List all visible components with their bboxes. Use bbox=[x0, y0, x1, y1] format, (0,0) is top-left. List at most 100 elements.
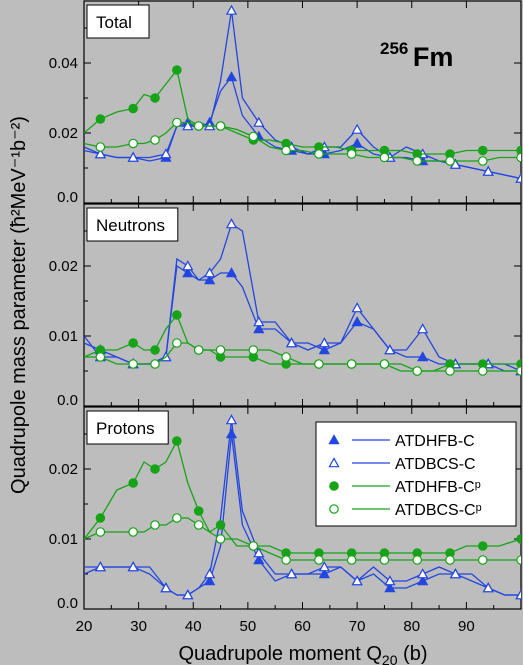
data-point-atdbcs-cp bbox=[379, 359, 390, 369]
series-line-atdbcs-c bbox=[84, 419, 521, 596]
data-point-atdbcs-c bbox=[127, 561, 139, 572]
data-point-atdbcs-cp bbox=[128, 359, 138, 369]
panel-label-box bbox=[86, 410, 169, 445]
data-point-atdhfb-c bbox=[417, 575, 429, 586]
data-point-atdhfb-c bbox=[253, 554, 265, 565]
data-point-atdbcs-c bbox=[318, 337, 330, 348]
data-point-atdhfb-cp bbox=[172, 65, 182, 75]
data-point-atdbcs-c bbox=[94, 561, 107, 572]
panel-label-text: Neutrons bbox=[96, 216, 165, 235]
data-point-atdbcs-cp bbox=[128, 138, 138, 149]
data-point-atdbcs-c bbox=[285, 337, 298, 348]
data-point-atdbcs-cp bbox=[477, 156, 488, 166]
data-point-atdbcs-cp bbox=[215, 345, 226, 355]
y-tick-label: 0.0 bbox=[57, 392, 78, 409]
series-atdbcs-c bbox=[84, 414, 521, 600]
data-point-atdbcs-cp bbox=[150, 359, 160, 369]
data-point-atdbcs-cp bbox=[346, 149, 357, 159]
data-point-atdhfb-cp bbox=[215, 520, 226, 530]
panel-label-text: Total bbox=[96, 13, 132, 32]
data-point-atdhfb-cp bbox=[172, 310, 182, 320]
data-point-atdbcs-cp bbox=[516, 152, 521, 163]
data-point-atdbcs-cp bbox=[193, 345, 204, 355]
legend-marker-atdhfb-cp bbox=[329, 481, 339, 491]
x-axis-title: Quadrupole moment Q20 (b) bbox=[178, 643, 427, 665]
data-point-atdhfb-cp bbox=[172, 436, 182, 446]
legend-marker-atdbcs-c bbox=[328, 457, 340, 468]
panel-label-text: Protons bbox=[96, 419, 155, 438]
data-point-atdbcs-cp bbox=[248, 131, 259, 142]
data-point-atdbcs-cp bbox=[445, 366, 455, 376]
data-point-atdbcs-cp bbox=[412, 366, 423, 376]
data-point-atdbcs-cp bbox=[477, 555, 488, 565]
data-point-atdbcs-cp bbox=[346, 359, 357, 369]
data-point-atdbcs-cp bbox=[172, 338, 182, 348]
data-point-atdhfb-cp bbox=[193, 506, 204, 516]
panels-layer: 0.00.020.04Total0.00.010.02Neutrons0.00.… bbox=[49, 0, 522, 635]
data-point-atdbcs-c bbox=[417, 323, 429, 334]
data-point-atdbcs-cp bbox=[128, 527, 138, 537]
legend-label-atdhfb-c: ATDHFB-C bbox=[395, 433, 475, 450]
data-point-atdbcs-cp bbox=[95, 527, 106, 537]
data-point-atdhfb-c bbox=[182, 267, 194, 278]
data-point-atdbcs-cp bbox=[150, 135, 160, 145]
legend-label-atdhfb-cp: ATDHFB-Cᵖ bbox=[395, 479, 481, 496]
x-tick-label: 20 bbox=[76, 618, 93, 635]
y-tick-label: 0.02 bbox=[49, 258, 78, 275]
data-point-atdbcs-cp bbox=[412, 555, 423, 565]
x-tick-label: 80 bbox=[403, 618, 420, 635]
data-point-atdbcs-cp bbox=[445, 555, 455, 565]
data-point-atdhfb-cp bbox=[128, 478, 138, 488]
data-point-atdbcs-c bbox=[417, 568, 429, 579]
data-point-atdbcs-cp bbox=[314, 149, 324, 159]
x-tick-label: 40 bbox=[185, 618, 202, 635]
x-axis-title-subscript: 20 bbox=[382, 652, 398, 665]
data-point-atdbcs-cp bbox=[150, 520, 160, 530]
data-point-atdbcs-c bbox=[225, 414, 238, 425]
data-point-atdbcs-c bbox=[285, 568, 298, 579]
data-point-atdhfb-cp bbox=[128, 103, 138, 114]
data-point-atdbcs-cp bbox=[379, 555, 390, 565]
data-point-atdbcs-c bbox=[515, 589, 521, 600]
y-axis-title: Quadrupole mass parameter (ħ²MeV⁻¹b⁻²) bbox=[8, 116, 30, 494]
nucleus-label: 256 Fm bbox=[380, 39, 453, 72]
data-point-atdbcs-c bbox=[253, 316, 265, 327]
y-tick-label: 0.02 bbox=[49, 461, 78, 478]
data-point-atdhfb-cp bbox=[477, 145, 488, 156]
data-point-atdbcs-cp bbox=[193, 121, 204, 131]
data-point-atdbcs-c bbox=[449, 568, 462, 579]
data-point-atdbcs-cp bbox=[516, 366, 521, 376]
x-axis-title-main: Quadrupole moment Q bbox=[178, 643, 381, 665]
data-point-atdhfb-cp bbox=[150, 345, 160, 355]
x-tick-label: 90 bbox=[458, 618, 475, 635]
data-point-atdbcs-c bbox=[182, 120, 194, 131]
data-point-atdhfb-cp bbox=[516, 534, 521, 544]
legend-label-atdbcs-cp: ATDBCS-Cᵖ bbox=[395, 502, 482, 519]
data-point-atdbcs-cp bbox=[281, 555, 291, 565]
data-point-atdbcs-cp bbox=[516, 555, 521, 565]
data-point-atdhfb-cp bbox=[95, 513, 106, 523]
data-point-atdbcs-c bbox=[515, 172, 521, 183]
x-tick-label: 50 bbox=[240, 618, 257, 635]
data-point-atdbcs-c bbox=[182, 589, 194, 600]
data-point-atdbcs-c bbox=[160, 148, 172, 159]
x-tick-label: 30 bbox=[130, 618, 147, 635]
panel-label-box bbox=[86, 4, 150, 39]
data-point-atdhfb-cp bbox=[95, 114, 106, 124]
y-tick-label: 0.02 bbox=[49, 125, 78, 142]
data-point-atdhfb-c bbox=[384, 582, 396, 593]
data-point-atdbcs-cp bbox=[215, 121, 226, 131]
data-point-atdhfb-cp bbox=[477, 541, 488, 551]
data-point-atdhfb-c bbox=[225, 71, 238, 82]
data-point-atdhfb-c bbox=[351, 316, 363, 327]
panel-label: Neutrons bbox=[86, 207, 179, 242]
data-point-atdbcs-c bbox=[384, 575, 396, 586]
data-point-atdbcs-cp bbox=[445, 156, 455, 166]
data-point-atdbcs-cp bbox=[281, 145, 291, 156]
panel-label: Total bbox=[86, 4, 150, 39]
series-atdbcs-cp bbox=[84, 117, 521, 166]
data-point-atdbcs-cp bbox=[379, 152, 390, 163]
data-point-atdhfb-c bbox=[318, 344, 330, 355]
data-point-atdbcs-c bbox=[253, 116, 265, 127]
